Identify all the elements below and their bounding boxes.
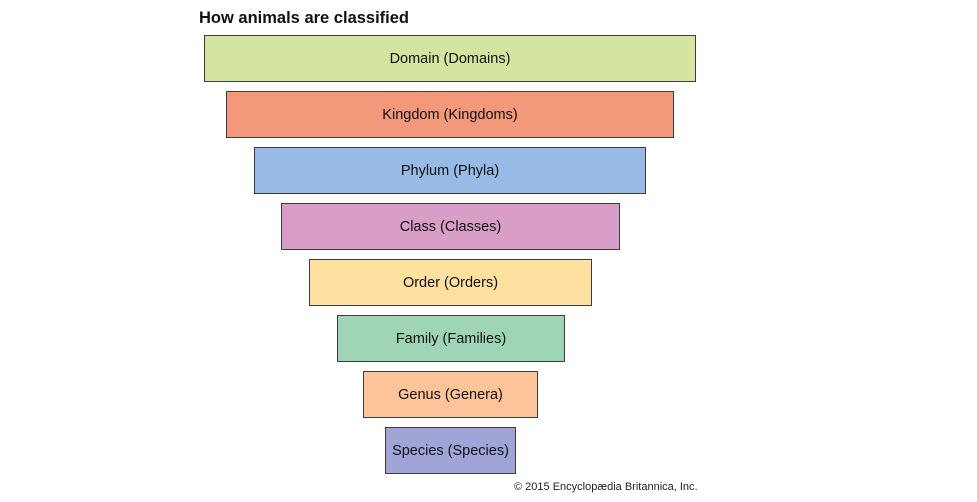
level-phylum: Phylum (Phyla) bbox=[254, 147, 646, 194]
level-species: Species (Species) bbox=[385, 427, 516, 474]
level-species-label: Species (Species) bbox=[392, 442, 509, 459]
copyright-credit: © 2015 Encyclopædia Britannica, Inc. bbox=[514, 481, 698, 493]
level-phylum-label: Phylum (Phyla) bbox=[400, 162, 500, 179]
diagram-title: How animals are classified bbox=[199, 9, 410, 27]
level-genus: Genus (Genera) bbox=[363, 371, 538, 418]
level-order: Order (Orders) bbox=[309, 259, 592, 306]
level-class-label: Class (Classes) bbox=[399, 218, 502, 235]
level-class: Class (Classes) bbox=[281, 203, 620, 250]
level-kingdom-label: Kingdom (Kingdoms) bbox=[382, 106, 518, 123]
level-family: Family (Families) bbox=[337, 315, 565, 362]
level-kingdom: Kingdom (Kingdoms) bbox=[226, 91, 674, 138]
level-domain-label: Domain (Domains) bbox=[389, 50, 511, 67]
level-domain: Domain (Domains) bbox=[204, 35, 696, 82]
level-genus-label: Genus (Genera) bbox=[398, 386, 503, 403]
level-family-label: Family (Families) bbox=[395, 330, 507, 347]
level-order-label: Order (Orders) bbox=[402, 274, 499, 291]
